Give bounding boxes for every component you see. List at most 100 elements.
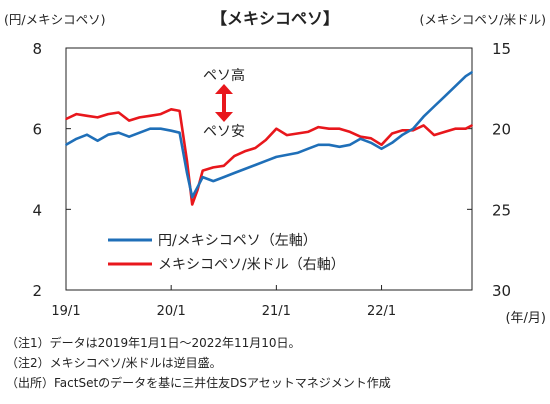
point-mxn-per-usd	[65, 118, 67, 120]
point-mxn-per-usd	[422, 124, 425, 127]
point-mxn-per-usd	[138, 116, 141, 119]
x-tick-label: 19/1	[51, 304, 80, 319]
x-tick-label: 21/1	[262, 304, 291, 319]
footnote-2: （注2）メキシコペソ/米ドルは逆目盛。	[6, 356, 222, 370]
point-mxn-per-usd	[370, 137, 372, 140]
point-jpy-per-mxn	[296, 152, 299, 154]
plot-frame	[65, 47, 473, 291]
point-jpy-per-mxn	[212, 180, 215, 183]
point-jpy-per-mxn	[96, 139, 99, 142]
point-mxn-per-usd	[454, 127, 457, 130]
point-jpy-per-mxn	[443, 95, 446, 98]
point-mxn-per-usd	[86, 114, 88, 117]
right-tick-label: 25	[492, 201, 511, 219]
chart-title: 【メキシコペソ】	[211, 9, 339, 28]
x-tick-label: 20/1	[157, 304, 186, 319]
point-jpy-per-mxn	[170, 129, 173, 132]
point-jpy-per-mxn	[317, 143, 320, 146]
point-mxn-per-usd	[296, 132, 299, 135]
point-mxn-per-usd	[149, 114, 152, 117]
point-jpy-per-mxn	[196, 186, 199, 189]
point-jpy-per-mxn	[264, 160, 267, 162]
point-mxn-per-usd	[191, 203, 194, 206]
point-jpy-per-mxn	[117, 131, 120, 134]
point-mxn-per-usd	[201, 169, 204, 172]
point-mxn-per-usd	[328, 127, 330, 130]
left-tick-label: 6	[32, 121, 42, 139]
point-jpy-per-mxn	[254, 164, 257, 166]
point-jpy-per-mxn	[65, 143, 67, 146]
right-tick-label: 20	[492, 121, 511, 139]
point-mxn-per-usd	[159, 113, 162, 115]
left-tick-label: 2	[32, 282, 42, 300]
series-layer	[65, 71, 473, 206]
point-mxn-per-usd	[359, 135, 362, 138]
point-mxn-per-usd	[222, 164, 225, 167]
point-jpy-per-mxn	[422, 115, 425, 118]
point-jpy-per-mxn	[370, 141, 372, 144]
left-tick-label: 4	[32, 201, 42, 219]
point-jpy-per-mxn	[380, 147, 383, 150]
point-mxn-per-usd	[233, 155, 236, 158]
point-mxn-per-usd	[186, 160, 188, 162]
x-unit-label: (年/月)	[505, 311, 546, 326]
annotation-peso-low: ペソ安	[203, 124, 245, 140]
point-mxn-per-usd	[178, 110, 181, 112]
point-jpy-per-mxn	[222, 176, 225, 179]
x-tick-label: 22/1	[367, 304, 396, 319]
point-mxn-per-usd	[212, 166, 215, 169]
point-mxn-per-usd	[117, 111, 120, 114]
point-jpy-per-mxn	[391, 141, 393, 144]
point-mxn-per-usd	[380, 143, 383, 146]
point-jpy-per-mxn	[454, 85, 457, 88]
point-jpy-per-mxn	[328, 143, 330, 146]
left-axis-ticks: 8 6 4 2	[32, 40, 71, 300]
point-jpy-per-mxn	[86, 133, 88, 136]
left-tick-label: 8	[32, 40, 42, 58]
point-mxn-per-usd	[338, 127, 341, 130]
point-jpy-per-mxn	[186, 172, 188, 174]
point-mxn-per-usd	[471, 124, 473, 127]
point-mxn-per-usd	[264, 139, 267, 141]
point-jpy-per-mxn	[107, 133, 109, 136]
point-mxn-per-usd	[433, 134, 435, 137]
double-arrow-icon	[215, 84, 233, 122]
point-mxn-per-usd	[286, 134, 288, 137]
point-mxn-per-usd	[107, 113, 109, 115]
point-jpy-per-mxn	[178, 131, 181, 134]
point-jpy-per-mxn	[471, 71, 473, 74]
right-axis-ticks: 15 20 25 30	[467, 40, 511, 300]
point-mxn-per-usd	[96, 116, 99, 119]
footnote-1: （注1）データは2019年1月1日～2022年11月10日。	[6, 336, 301, 350]
point-jpy-per-mxn	[149, 127, 152, 130]
point-jpy-per-mxn	[401, 133, 404, 136]
point-jpy-per-mxn	[243, 168, 246, 170]
point-mxn-per-usd	[307, 131, 309, 133]
point-jpy-per-mxn	[207, 178, 209, 181]
point-jpy-per-mxn	[159, 127, 162, 130]
point-mxn-per-usd	[391, 132, 393, 135]
legend-label-usd: メキシコペソ/米ドル（右軸）	[158, 257, 345, 273]
point-mxn-per-usd	[243, 150, 246, 153]
left-axis-label: (円/メキシコペソ)	[4, 12, 105, 27]
point-jpy-per-mxn	[75, 137, 78, 140]
point-jpy-per-mxn	[464, 75, 467, 78]
point-mxn-per-usd	[207, 168, 209, 170]
point-mxn-per-usd	[349, 131, 351, 133]
point-mxn-per-usd	[317, 126, 320, 128]
point-jpy-per-mxn	[307, 147, 309, 150]
line-chart: 【メキシコペソ】 (円/メキシコペソ) (メキシコペソ/米ドル) 8 6 4 2 15…	[4, 9, 546, 326]
point-jpy-per-mxn	[433, 105, 435, 108]
point-jpy-per-mxn	[191, 196, 194, 199]
point-mxn-per-usd	[170, 108, 173, 111]
point-jpy-per-mxn	[412, 127, 414, 130]
annotation-peso-high: ペソ高	[203, 67, 245, 84]
point-mxn-per-usd	[443, 131, 446, 133]
point-jpy-per-mxn	[138, 131, 141, 134]
right-axis-label: (メキシコペソ/米ドル)	[420, 12, 546, 27]
x-axis-ticks: 19/1 20/1 21/1 22/1	[51, 285, 396, 319]
legend-label-jpy: 円/メキシコペソ（左軸）	[158, 233, 317, 249]
point-mxn-per-usd	[75, 113, 78, 115]
right-tick-label: 15	[492, 40, 511, 58]
point-mxn-per-usd	[128, 119, 131, 122]
